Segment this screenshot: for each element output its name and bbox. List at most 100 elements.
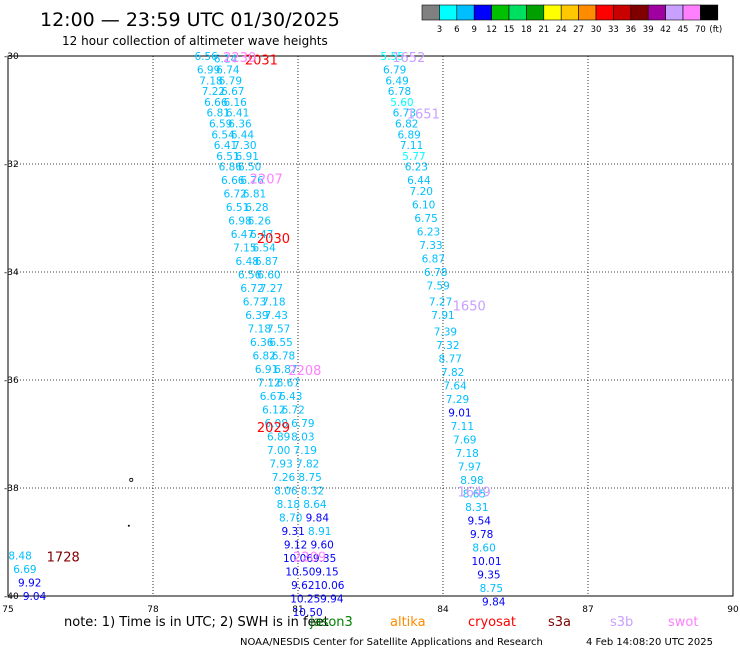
footer-timestamp: 4 Feb 14:08:20 UTC 2025 [586,637,713,648]
pass-time-label: 1651 [407,108,440,123]
wave-height-reading: 8.64 [303,499,327,511]
wave-height-reading: 9.60 [310,540,333,552]
wave-height-reading: 7.18 [248,324,271,336]
wave-height-reading: 8.32 [301,486,324,498]
wave-height-reading: 6.82 [395,119,418,131]
wave-height-reading: 6.51 [216,151,239,163]
wave-height-reading: 6.81 [243,189,266,201]
wave-height-reading: 6.44 [407,175,431,187]
wave-height-reading: 6.55 [269,337,292,349]
pass-time-label: 2230 [223,51,256,66]
wave-height-reading: 5.77 [402,151,425,163]
wave-height-reading: 9.04 [23,591,47,603]
colorbar-tick-label: 3 [437,25,442,35]
colorbar-swatch [595,4,614,21]
colorbar-tick-label: 30 [591,25,602,35]
lat-tick-label: -32 [4,160,19,170]
wave-height-reading: 6.50 [238,162,261,174]
satellite-legend-item: altika [390,615,426,630]
wave-height-reading: 7.19 [294,445,317,457]
wave-height-reading: 7.15 [233,243,256,255]
pass-time-label: 1652 [392,51,425,66]
satellite-track: 6.79 8.037.19 7.828.75 8.328.64 9.848.91 9.60… [291,418,345,606]
wave-height-reading: 6.48 [236,256,259,268]
wave-height-reading: 8.31 [465,502,488,514]
pass-time-label: 2207 [250,173,283,188]
wave-height-reading: 6.10 [412,200,435,212]
wave-height-reading: 10.06 [314,580,344,592]
wave-height-reading: 6.91 [255,364,278,376]
wave-height-reading: 9.84 [306,513,330,525]
wave-height-reading: 10.50 [285,567,315,579]
lon-tick-label: 87 [582,605,593,615]
wave-height-reading: 9.94 [320,594,344,606]
wave-height-reading: 6.99 [197,65,220,77]
wave-height-reading: 6.49 [385,75,408,87]
wave-height-reading: 6.66 [221,175,245,187]
wave-height-reading: 9.35 [313,553,336,565]
wave-height-reading: 6.47 [250,229,273,241]
wave-height-reading: 9.01 [448,407,471,419]
satellite-track: 5.556.796.496.785.606.736.826.897.115.77… [381,51,506,608]
satellite-track: 8.486.69 9.929.04 [8,551,46,604]
pass-time-label: 2029 [257,421,290,436]
colorbar-swatch [647,4,666,21]
wave-height-reading: 7.39 [434,326,457,338]
colorbar-unit: (ft) [709,25,722,35]
wave-height-reading: 6.60 [257,270,280,282]
satellite-legend-item: swot [668,615,698,630]
lon-tick-label: 75 [2,605,13,615]
wave-height-reading: 7.11 [400,140,423,152]
wave-height-reading: 6.87 [422,254,445,266]
colorbar-tick-label: 36 [625,25,636,35]
colorbar-swatch [682,4,701,21]
wave-height-reading: 7.20 [410,186,433,198]
wave-height-reading: 7.27 [429,297,452,309]
satellite-legend-item: s3b [610,615,633,630]
wave-height-reading: 6.76 [240,175,264,187]
plot-frame [7,55,734,597]
wave-height-reading: 6.41 [226,108,249,120]
wave-height-reading: 7.18 [262,297,285,309]
wave-height-reading: 6.56 [238,270,262,282]
wave-height-reading: 8.70 [279,513,302,525]
wave-height-reading: 6.72 [223,189,246,201]
colorbar-tick-label: 33 [608,25,619,35]
wave-height-reading: 6.69 [13,564,36,576]
wave-height-reading: 7.69 [453,434,476,446]
wave-height-reading: 9.92 [18,578,41,590]
wave-height-reading: 6.67 [277,378,300,390]
wave-height-reading: 7.32 [436,340,459,352]
wave-height-reading: 6.36 [228,119,252,131]
footer-note: note: 1) Time is in UTC; 2) SWH is in fe… [64,615,329,630]
wave-height-reading: 7.11 [451,421,474,433]
wave-height-reading: 6.66 [204,97,228,109]
wave-height-reading: 8.06 [274,486,298,498]
wave-height-reading: 6.23 [417,227,440,239]
colorbar-swatch [473,4,492,21]
colorbar-swatch [560,4,579,21]
wave-height-reading: 9.54 [468,515,492,527]
lat-tick-label: -36 [4,376,19,386]
wave-height-reading: 6.91 [236,151,259,163]
wave-height-reading: 6.08 [265,418,288,430]
wave-height-reading: 6.89 [267,432,290,444]
colorbar-swatch [578,4,597,21]
wave-height-reading: 6.72 [281,405,304,417]
wave-height-reading: 9.62 [291,580,314,592]
wave-height-reading: 8.77 [439,353,462,365]
wave-height-reading: 7.29 [446,394,469,406]
wave-height-reading: 6.54 [252,243,276,255]
wave-height-reading: 7.82 [296,459,319,471]
wave-height-reading: 7.91 [431,310,454,322]
wave-height-reading: 6.44 [231,129,255,141]
wave-height-reading: 6.12 [262,405,285,417]
wave-height-reading: 6.54 [211,129,235,141]
pass-time-label: 2208 [288,364,321,379]
wave-height-reading: 8.03 [291,432,314,444]
wave-height-reading: 8.18 [277,499,300,511]
pass-time-label: 1650 [453,299,486,314]
colorbar-tick-label: 27 [573,25,584,35]
wave-height-reading: 6.82 [252,351,275,363]
